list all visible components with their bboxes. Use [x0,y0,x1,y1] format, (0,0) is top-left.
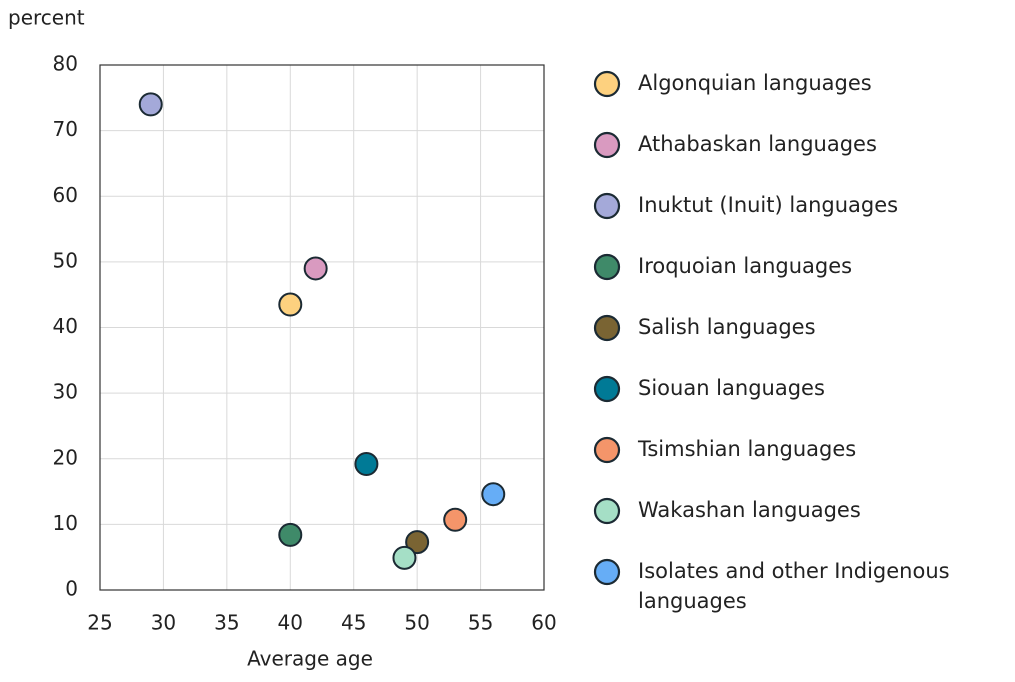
point [138,92,163,117]
legend-label: Tsimshian languages [638,437,857,461]
legend-entry: Isolates and other Indigenous languages [590,556,1010,616]
legend-label: Iroquoian languages [638,254,853,278]
legend-label: Athabaskan languages [638,132,877,156]
point [405,530,430,555]
y-tick-label: 70 [53,117,78,141]
y-tick-label: 80 [53,52,78,76]
legend-swatch [593,192,621,220]
y-axis-label: percent [8,6,85,30]
legend-marker [593,436,621,464]
legend-swatch [593,253,621,281]
legend: Algonquian languages Athabaskan languages… [590,68,1010,616]
legend-label: Inuktut (Inuit) languages [638,193,899,217]
point [392,545,417,570]
y-tick-label: 50 [53,248,78,272]
legend-swatch [593,314,621,342]
y-tick-label: 10 [53,511,78,535]
legend-entry: Iroquoian languages [590,251,1010,312]
point [278,292,303,317]
point [354,452,379,476]
legend-marker [593,558,621,586]
legend-swatch [593,436,621,464]
x-tick-label: 55 [468,611,493,635]
x-tick-label: 30 [151,611,176,635]
legend-swatch [593,558,621,586]
legend-entry: Algonquian languages [590,68,1010,129]
legend-label: Siouan languages [638,376,825,400]
point [278,522,303,547]
x-axis-label: Average age [247,647,373,671]
legend-marker [593,131,621,159]
legend-marker [593,314,621,342]
point [481,482,506,507]
legend-swatch [593,375,621,403]
y-tick-label: 40 [53,314,78,338]
legend-entry: Athabaskan languages [590,129,1010,190]
legend-swatch [593,497,621,525]
x-tick-label: 40 [278,611,303,635]
legend-label: Salish languages [638,315,816,339]
legend-marker [593,192,621,220]
legend-marker [593,497,621,525]
point [443,507,468,532]
legend-entry: Siouan languages [590,373,1010,434]
legend-swatch [593,70,621,98]
x-tick-label: 50 [404,611,429,635]
x-tick-label: 60 [531,611,556,635]
legend-label: Wakashan languages [638,498,861,522]
y-tick-label: 20 [53,445,78,469]
y-tick-label: 0 [65,577,78,601]
legend-marker [593,375,621,403]
plot-frame [99,64,545,591]
x-tick-label: 45 [341,611,366,635]
legend-label: Isolates and other Indigenous languages [638,559,950,613]
legend-entry: Salish languages [590,312,1010,373]
legend-entry: Inuktut (Inuit) languages [590,190,1010,251]
legend-entry: Tsimshian languages [590,434,1010,495]
legend-marker [593,253,621,281]
legend-marker [593,70,621,98]
point [303,256,328,281]
x-tick-label: 35 [214,611,239,635]
y-tick-label: 30 [53,380,78,404]
y-tick-label: 60 [53,183,78,207]
legend-label: Algonquian languages [638,71,872,95]
legend-swatch [593,131,621,159]
legend-entry: Wakashan languages [590,495,1010,556]
x-tick-label: 25 [87,611,112,635]
